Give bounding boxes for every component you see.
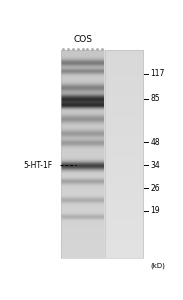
Bar bbox=[104, 50, 143, 258]
Text: 85: 85 bbox=[151, 94, 160, 103]
Text: 5-HT-1F: 5-HT-1F bbox=[23, 161, 52, 170]
Text: COS: COS bbox=[73, 35, 92, 44]
Text: 34: 34 bbox=[151, 161, 160, 170]
Text: 48: 48 bbox=[151, 138, 160, 147]
Text: 26: 26 bbox=[151, 184, 160, 193]
Text: 117: 117 bbox=[151, 69, 165, 78]
Text: 19: 19 bbox=[151, 206, 160, 215]
Bar bbox=[61, 50, 104, 258]
Text: (kD): (kD) bbox=[151, 262, 165, 269]
